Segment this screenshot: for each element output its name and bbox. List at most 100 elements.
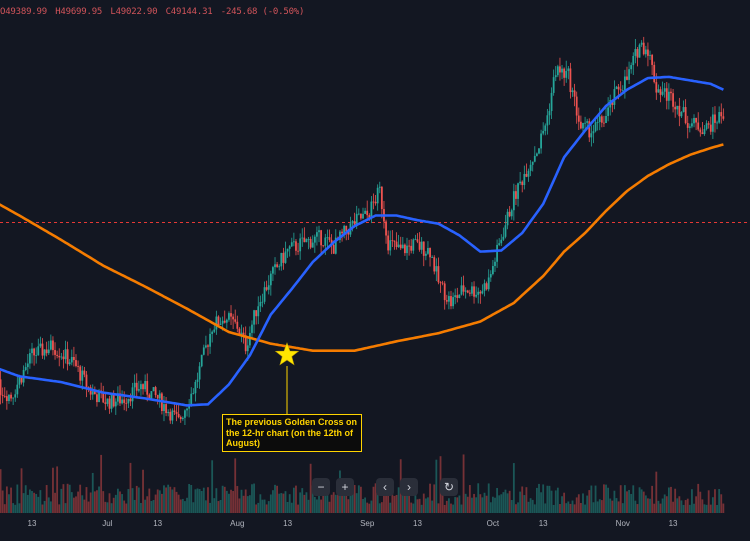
volume-bar: [301, 488, 304, 513]
candle: [521, 180, 524, 193]
volume-bar: [460, 504, 463, 513]
volume-bar: [318, 492, 320, 513]
candle: [401, 236, 404, 249]
reset-chart-button[interactable]: ↻: [440, 478, 458, 496]
volume-bar: [190, 484, 193, 513]
high-value: H49699.95: [55, 7, 103, 17]
volume-bar: [485, 495, 488, 513]
candle: [43, 349, 46, 360]
volume-bar: [406, 492, 408, 513]
volume-bar: [512, 463, 515, 513]
candle: [515, 184, 517, 206]
candle: [60, 352, 63, 360]
candle: [667, 83, 670, 110]
volume-bar: [347, 499, 350, 513]
candle: [523, 165, 526, 190]
candle: [605, 106, 607, 124]
volume-bar: [368, 503, 371, 513]
candle: [186, 407, 188, 417]
candle: [133, 374, 136, 398]
volume-bar: [496, 488, 498, 513]
candle: [154, 385, 157, 398]
candle: [244, 326, 247, 355]
candle: [429, 247, 431, 267]
volume-bar: [79, 484, 82, 513]
volume-bar: [320, 499, 323, 513]
chart-navigation-toolbar: − + ‹ › ↻: [312, 478, 458, 496]
volume-bar: [160, 493, 163, 513]
volume-bar: [77, 491, 79, 513]
volume-bar: [596, 501, 599, 513]
volume-bar: [62, 484, 65, 513]
volume-bar: [609, 498, 612, 513]
volume-bar: [211, 460, 214, 513]
x-tick-label: Aug: [230, 519, 245, 528]
candle: [85, 370, 88, 398]
volume-bar: [253, 483, 255, 513]
candle: [722, 108, 725, 121]
volume-bar: [341, 487, 343, 513]
volume-bar: [332, 492, 335, 513]
candle: [104, 392, 107, 411]
zoom-out-button[interactable]: −: [312, 478, 330, 496]
candle: [52, 336, 54, 356]
scroll-left-button[interactable]: ‹: [376, 478, 394, 496]
volume-bar: [561, 496, 563, 513]
volume-bar: [188, 484, 191, 513]
candle: [236, 315, 239, 333]
candle: [160, 392, 163, 415]
volume-bar: [18, 503, 21, 513]
candle: [73, 346, 75, 367]
volume-bar: [517, 502, 519, 513]
candle: [251, 320, 253, 338]
volume-bar: [395, 494, 398, 513]
candle: [653, 61, 656, 84]
volume-bar: [133, 499, 136, 513]
volume-bar: [154, 494, 157, 513]
volume-bar: [98, 486, 100, 513]
volume-bar: [489, 502, 492, 513]
volume-bar: [441, 487, 444, 513]
candle: [695, 117, 698, 131]
candle: [150, 391, 153, 399]
candle: [146, 373, 149, 402]
volume-bar: [184, 501, 186, 513]
volume-bar: [573, 504, 576, 513]
volume-bar: [483, 492, 486, 513]
candle: [387, 230, 390, 255]
candle: [10, 392, 12, 402]
candle: [3, 387, 6, 398]
candle: [427, 241, 429, 255]
candle: [582, 122, 584, 133]
candle: [711, 107, 714, 139]
candle: [406, 237, 408, 260]
candle: [577, 107, 580, 131]
volume-bar: [487, 483, 490, 513]
volume-bar: [450, 503, 452, 513]
volume-bar: [148, 488, 151, 513]
candle: [253, 309, 255, 334]
candle: [225, 318, 228, 329]
scroll-right-button[interactable]: ›: [400, 478, 418, 496]
change-value: -245.68 (-0.50%): [220, 7, 305, 17]
x-tick-label: 13: [668, 519, 678, 528]
candle: [424, 251, 427, 261]
volume-bar: [567, 501, 570, 513]
candle: [588, 118, 591, 143]
candle: [542, 122, 545, 136]
volume-bar: [531, 499, 534, 513]
candle: [464, 287, 467, 299]
candle: [395, 232, 398, 250]
volume-bar: [234, 458, 237, 513]
volume-bar: [286, 501, 289, 513]
volume-bar: [544, 503, 547, 513]
volume-bar: [31, 491, 33, 513]
candle: [475, 286, 478, 299]
candle: [234, 309, 237, 324]
x-tick-label: 13: [538, 519, 548, 528]
volume-bar: [502, 492, 505, 513]
volume-bar: [720, 494, 723, 513]
zoom-in-button[interactable]: +: [336, 478, 354, 496]
volume-bar: [20, 468, 23, 513]
